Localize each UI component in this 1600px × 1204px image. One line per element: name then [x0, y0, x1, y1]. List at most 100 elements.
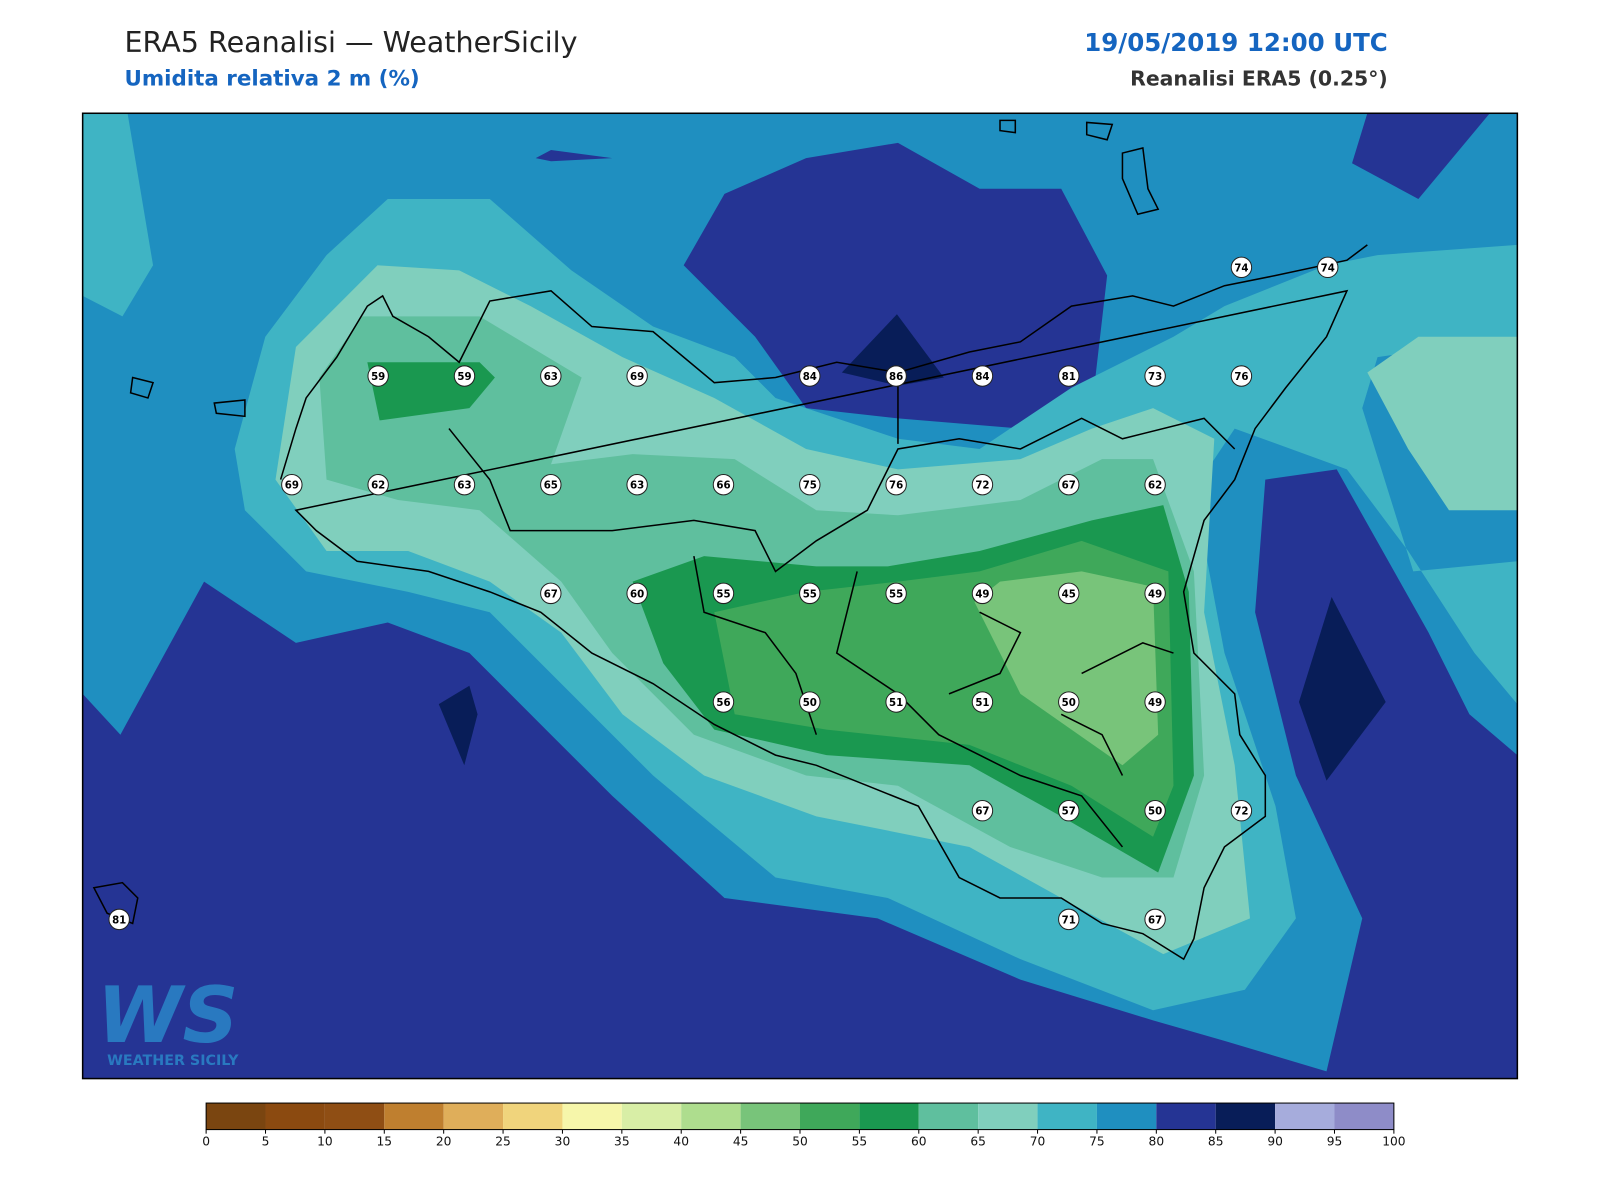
station: 55: [712, 582, 735, 605]
station-marker: [1058, 800, 1080, 822]
station-value: 67: [1148, 915, 1162, 926]
station: 76: [885, 473, 907, 496]
station-value: 67: [544, 589, 558, 600]
station-value: 51: [975, 698, 989, 709]
station: 72: [1230, 800, 1253, 822]
station-marker: [1317, 256, 1339, 279]
station-marker: [1058, 908, 1080, 931]
station-value: 51: [889, 698, 903, 709]
colorbar-tick-label: 45: [733, 1134, 749, 1148]
contour-band: [974, 571, 1159, 766]
subtitle: Umidita relativa 2 m (%): [124, 67, 419, 92]
colorbar-bin: [1215, 1103, 1276, 1130]
station-marker: [1058, 365, 1080, 387]
station-value: 63: [544, 372, 558, 383]
station-marker: [971, 800, 994, 822]
station-value: 67: [1062, 481, 1076, 492]
station-marker: [540, 365, 562, 387]
station: 67: [1144, 908, 1166, 931]
station-value: 86: [889, 372, 903, 383]
station: 62: [367, 473, 389, 496]
colorbar-tick-label: 25: [495, 1134, 511, 1148]
station-marker: [367, 365, 389, 387]
colorbar-bin: [859, 1103, 919, 1130]
colorbar-bin: [681, 1103, 741, 1130]
colorbar-bin: [1096, 1103, 1157, 1130]
station-marker: [971, 691, 994, 713]
station-value: 56: [716, 698, 730, 709]
station: 49: [1144, 691, 1166, 713]
station-value: 49: [1148, 589, 1162, 600]
station-marker: [1230, 256, 1253, 279]
station-marker: [712, 473, 735, 496]
station: 59: [453, 365, 476, 387]
colorbar-tick-label: 40: [673, 1134, 689, 1148]
colorbar-bin: [740, 1103, 800, 1130]
station-marker: [971, 473, 994, 496]
station-marker: [971, 582, 994, 605]
station: 45: [1058, 582, 1080, 605]
station-value: 72: [1234, 807, 1248, 818]
colorbar-tick-label: 20: [436, 1134, 452, 1148]
colorbar-tick-label: 75: [1089, 1134, 1105, 1148]
logo-text: WEATHER SICILY: [107, 1053, 239, 1069]
colorbar-bin: [918, 1103, 979, 1130]
colorbar-tick-label: 0: [202, 1134, 210, 1148]
station-value: 59: [457, 372, 471, 383]
station: 71: [1058, 908, 1080, 931]
station-value: 81: [112, 915, 126, 926]
station-value: 49: [1148, 698, 1162, 709]
station-marker: [1058, 691, 1080, 713]
station-marker: [1058, 473, 1080, 496]
station: 57: [1058, 800, 1080, 822]
station-value: 74: [1234, 263, 1248, 274]
colorbar-bin: [384, 1103, 444, 1130]
colorbar-tick-label: 50: [792, 1134, 808, 1148]
contour-fields: [82, 113, 1518, 1079]
colorbar-tick-label: 5: [262, 1134, 270, 1148]
colorbar-tick-label: 65: [970, 1134, 986, 1148]
colorbar-bin: [324, 1103, 385, 1130]
station-value: 66: [716, 481, 730, 492]
colorbar-tick-label: 95: [1327, 1134, 1343, 1148]
station: 69: [626, 365, 648, 387]
title: ERA5 Reanalisi — WeatherSicily: [124, 25, 577, 59]
station-marker: [453, 473, 476, 496]
contour-band: [1298, 596, 1386, 781]
contour-band: [438, 685, 478, 766]
station-marker: [799, 473, 821, 496]
colorbar-tick-label: 30: [555, 1134, 571, 1148]
station: 51: [885, 691, 907, 713]
station: 65: [540, 473, 562, 496]
colorbar-bin: [1156, 1103, 1216, 1130]
station: 49: [971, 582, 994, 605]
station-marker: [1144, 473, 1166, 496]
map-frame: [81, 112, 1519, 1080]
station: 67: [1058, 473, 1080, 496]
station: 50: [1058, 691, 1080, 713]
station-marker: [799, 691, 821, 713]
colorbar: 0 5 10 15 20 25 30 35 40 45 50 55 60 65 70 75 80 85 90 95 10…: [202, 1102, 1406, 1148]
station-marker: [540, 582, 562, 605]
station-value: 75: [803, 481, 817, 492]
station-marker: [108, 908, 130, 931]
station: 81: [1058, 365, 1080, 387]
station-marker: [712, 582, 735, 605]
station-marker: [885, 582, 907, 605]
station-value: 74: [1321, 263, 1335, 274]
station-value: 62: [371, 481, 385, 492]
colorbar-bin: [206, 1103, 266, 1130]
colorbar-tick-label: 70: [1030, 1134, 1046, 1148]
station: 50: [1144, 800, 1166, 822]
station-value: 72: [975, 481, 989, 492]
colorbar-tick-label: 60: [911, 1134, 927, 1148]
colorbar-tick-label: 100: [1382, 1134, 1405, 1148]
station-marker: [885, 691, 907, 713]
station-value: 55: [889, 589, 903, 600]
station-marker: [1144, 691, 1166, 713]
colorbar-bin: [443, 1103, 504, 1130]
contour-band: [683, 142, 1108, 429]
station-value: 55: [803, 589, 817, 600]
station-value: 50: [1062, 698, 1076, 709]
colorbar-tick-label: 15: [376, 1134, 392, 1148]
